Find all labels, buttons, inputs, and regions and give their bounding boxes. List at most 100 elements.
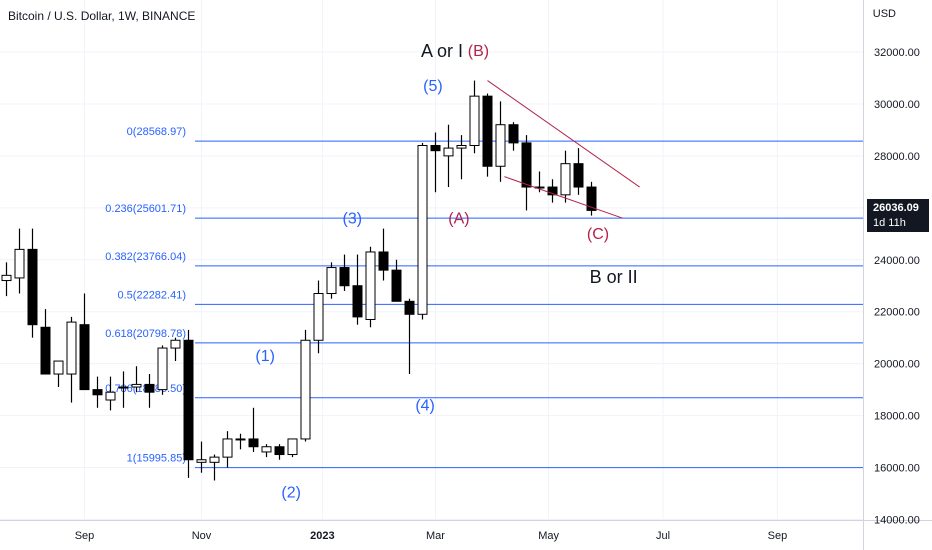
candle-body [313,293,324,341]
current-price-tag: 26036.09 1d 11h [867,199,929,232]
candle [105,376,116,411]
candle [183,329,194,478]
price-axis-label: 28000.00 [874,151,920,163]
candle [157,345,168,395]
candle [573,148,584,195]
candle-body [92,389,103,396]
candle-body [456,144,467,149]
candle [144,374,155,408]
candle [131,366,142,393]
candle [521,135,532,211]
fib-level-label: 0.382(23766.04) [105,251,186,263]
candle [378,228,389,281]
candle [365,246,376,328]
candle [79,293,90,391]
currency-label: USD [872,8,896,20]
candle-body [105,391,116,401]
candle-body [274,446,285,456]
wave-label: (A) [448,210,469,227]
fib-level-label: 1(15995.85) [127,453,186,465]
grid-lines [0,0,863,520]
candle [417,142,428,320]
candle-body [521,142,532,188]
chart-title: Bitcoin / U.S. Dollar, 1W, BINANCE [8,9,196,23]
candle-body [170,339,181,349]
candle-body [560,163,571,196]
candle [560,150,571,203]
candles [1,80,597,481]
candle [170,337,181,362]
candle-body [157,347,168,391]
price-axis-label: 16000.00 [874,463,920,475]
time-axis-label: Mar [426,530,445,542]
wedge-trendline [487,80,640,188]
candle-body [495,124,506,167]
candle [443,124,454,188]
candle [300,329,311,442]
candle [326,262,337,299]
candle-body [326,267,337,295]
candle-body [261,446,272,453]
candle-body [144,383,155,393]
candle [391,259,402,302]
candle-body [118,386,129,389]
candle [430,132,441,193]
price-axis-label: 18000.00 [874,411,920,423]
candle-body [430,144,441,152]
candle [222,431,233,468]
candle [53,360,64,388]
candle-body [53,360,64,375]
candle [92,376,103,408]
price-axis-label: 14000.00 [874,514,920,526]
candle-body [482,95,493,167]
price-axis-label: 32000.00 [874,47,920,59]
candle-body [365,251,376,320]
candle [261,444,272,458]
wave-label: (1) [255,348,275,365]
candle-body [391,269,402,302]
candle [508,122,519,151]
candle [352,254,363,325]
candle [456,135,467,180]
fib-level-label: 0.236(25601.71) [105,203,186,215]
candle [66,316,77,403]
candle-body [183,339,194,461]
candle-body [573,163,584,188]
candle-body [14,248,25,279]
candle-body [443,147,454,157]
fib-level-label: 0.618(20798.78) [105,328,186,340]
candle [1,262,12,297]
wave-label: (C) [587,226,609,243]
wave-label: (5) [423,78,443,95]
price-axis-label: 20000.00 [874,359,920,371]
fib-level-label: 0(28568.97) [127,126,186,138]
candle [40,309,51,375]
wave-label: B or II [590,267,638,287]
candle [586,181,597,216]
candle-body [287,438,298,456]
candle [495,101,506,182]
wave-label: (B) [468,43,489,60]
candle-body [547,186,558,196]
fibonacci-retracement: 0(28568.97) 0.236(25601.71) 0.382(23766.04… [105,126,863,469]
price-axis-label: 22000.00 [874,307,920,319]
candle [27,228,38,338]
candle-body [79,324,90,391]
candle [196,441,207,473]
candle-body [248,438,259,448]
candle-body [222,438,233,458]
candle [287,438,298,458]
price-axis-label: 24000.00 [874,255,920,267]
candle-body [196,459,207,463]
candle [339,254,350,291]
candle-body [417,144,428,315]
time-axis-label: Nov [192,530,212,542]
time-axis-label: May [538,530,559,542]
candle [547,179,558,203]
candle [274,444,285,460]
candle-body [40,326,51,375]
candle-body [508,124,519,144]
time-axis-label: 2023 [310,530,334,542]
candle [313,280,324,354]
